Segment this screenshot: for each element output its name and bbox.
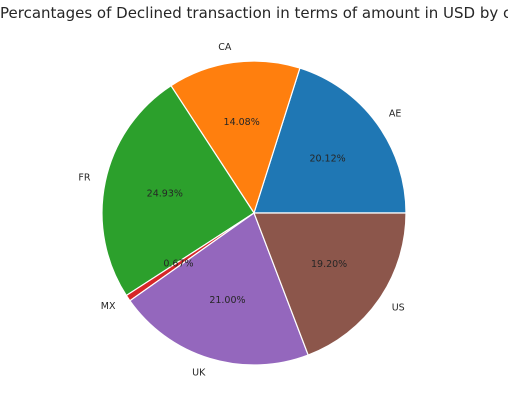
percent-label-ae: 20.12% (309, 154, 345, 165)
percent-label-fr: 24.93% (147, 189, 183, 200)
category-label-ca: CA (218, 42, 232, 53)
category-label-fr: FR (78, 173, 90, 184)
chart-title: Percantages of Declined transaction in t… (0, 4, 508, 22)
pie-slices (101, 60, 407, 366)
category-label-ae: AE (389, 109, 402, 120)
pie-slice-fr (101, 84, 255, 297)
pie-slice-ae (253, 67, 407, 214)
pie-labels: AE 20.12% CA 14.08% FR 24.93% MX 0.67% UK 21.00% U… (78, 42, 404, 379)
category-label-mx: MX (101, 301, 116, 312)
pie-slice-us (253, 212, 407, 356)
pie-slice-ca (170, 60, 301, 215)
percent-label-us: 19.20% (311, 259, 347, 270)
pie-slice-uk (129, 212, 309, 366)
category-label-uk: UK (192, 367, 206, 378)
percent-label-uk: 21.00% (209, 295, 245, 306)
percent-label-mx: 0.67% (163, 259, 193, 270)
category-label-us: US (392, 302, 405, 313)
percent-label-ca: 14.08% (224, 117, 260, 128)
